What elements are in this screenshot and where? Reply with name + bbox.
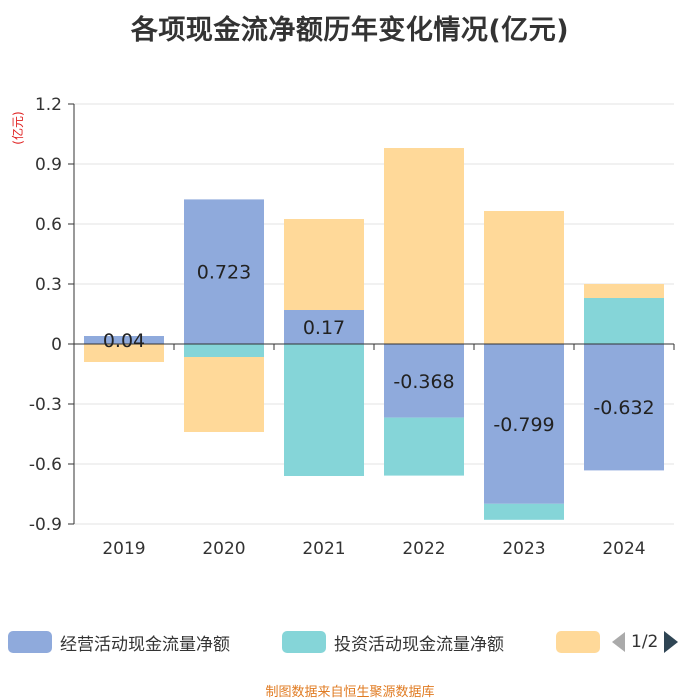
y-tick-label: -0.6 — [29, 455, 62, 475]
bar-investing-2020 — [184, 344, 264, 357]
pager-page-text: 1/2 — [631, 632, 659, 652]
legend-item-financing[interactable] — [556, 628, 608, 656]
y-axis-unit-label: (亿元) — [10, 111, 25, 144]
legend-swatch-investing — [282, 631, 326, 653]
data-labels-layer: 0.04 0.723 0.17 -0.368 -0.799 -0.632 — [103, 262, 655, 436]
legend-label-investing: 投资活动现金流量净额 — [334, 634, 504, 655]
chart-title: 各项现金流净额历年变化情况(亿元) — [130, 15, 570, 46]
bar-financing-2022 — [384, 148, 464, 344]
pager-next-icon[interactable] — [664, 631, 679, 653]
bar-financing-2020 — [184, 357, 264, 432]
y-tick-label: 1.2 — [35, 95, 62, 115]
bar-investing-2023 — [484, 503, 564, 520]
legend-item-operating[interactable]: 经营活动现金流量净额 — [8, 628, 230, 656]
legend-swatch-financing — [556, 631, 600, 653]
legend-item-investing[interactable]: 投资活动现金流量净额 — [282, 628, 504, 656]
legend: 经营活动现金流量净额 投资活动现金流量净额 — [0, 628, 700, 658]
x-tick-label: 2022 — [402, 539, 445, 559]
bar-investing-2022 — [384, 417, 464, 476]
bar-operating-2024 — [584, 344, 664, 471]
axes-layer: -0.9 -0.6 -0.3 0 0.3 0.6 0.9 1.2 2019 2020 2021 202… — [10, 95, 675, 559]
bar-operating-2020 — [184, 199, 264, 344]
bar-investing-2024 — [584, 298, 664, 344]
x-tick-label: 2021 — [302, 539, 345, 559]
bar-financing-2023 — [484, 211, 564, 344]
data-label-operating: 0.04 — [103, 330, 145, 352]
x-tick-label: 2020 — [202, 539, 245, 559]
y-tick-label: 0.9 — [35, 155, 62, 175]
x-tick-label: 2024 — [602, 539, 645, 559]
pager-prev-icon[interactable] — [612, 632, 625, 652]
legend-swatch-operating — [8, 631, 52, 653]
bar-operating-2019 — [84, 336, 164, 344]
y-tick-label: -0.9 — [29, 515, 62, 535]
data-label-operating: 0.723 — [197, 262, 251, 284]
data-label-operating: -0.799 — [493, 414, 554, 436]
source-note: 制图数据来自恒生聚源数据库 — [265, 685, 435, 700]
bar-operating-2023 — [484, 344, 564, 504]
y-tick-label: 0.6 — [35, 215, 62, 235]
bar-operating-2022 — [384, 344, 464, 418]
y-tick-label: 0 — [51, 335, 62, 355]
x-tick-label: 2019 — [102, 539, 145, 559]
legend-pager: 1/2 — [612, 628, 679, 656]
legend-label-operating: 经营活动现金流量净额 — [60, 634, 230, 655]
data-label-operating: -0.368 — [393, 371, 454, 393]
bars-layer — [84, 148, 664, 520]
chart-canvas: -0.9 -0.6 -0.3 0 0.3 0.6 0.9 1.2 2019 2020 2021 202… — [10, 95, 675, 559]
bar-financing-2021 — [284, 219, 364, 310]
bar-operating-2021 — [284, 310, 364, 344]
bar-financing-2024 — [584, 284, 664, 298]
y-tick-label: 0.3 — [35, 275, 62, 295]
y-tick-label: -0.3 — [29, 395, 62, 415]
x-tick-label: 2023 — [502, 539, 545, 559]
bar-investing-2021 — [284, 344, 364, 476]
grid-lines — [74, 103, 674, 525]
data-label-operating: -0.632 — [593, 397, 654, 419]
data-label-operating: 0.17 — [303, 317, 345, 339]
bar-financing-2019 — [84, 344, 164, 362]
